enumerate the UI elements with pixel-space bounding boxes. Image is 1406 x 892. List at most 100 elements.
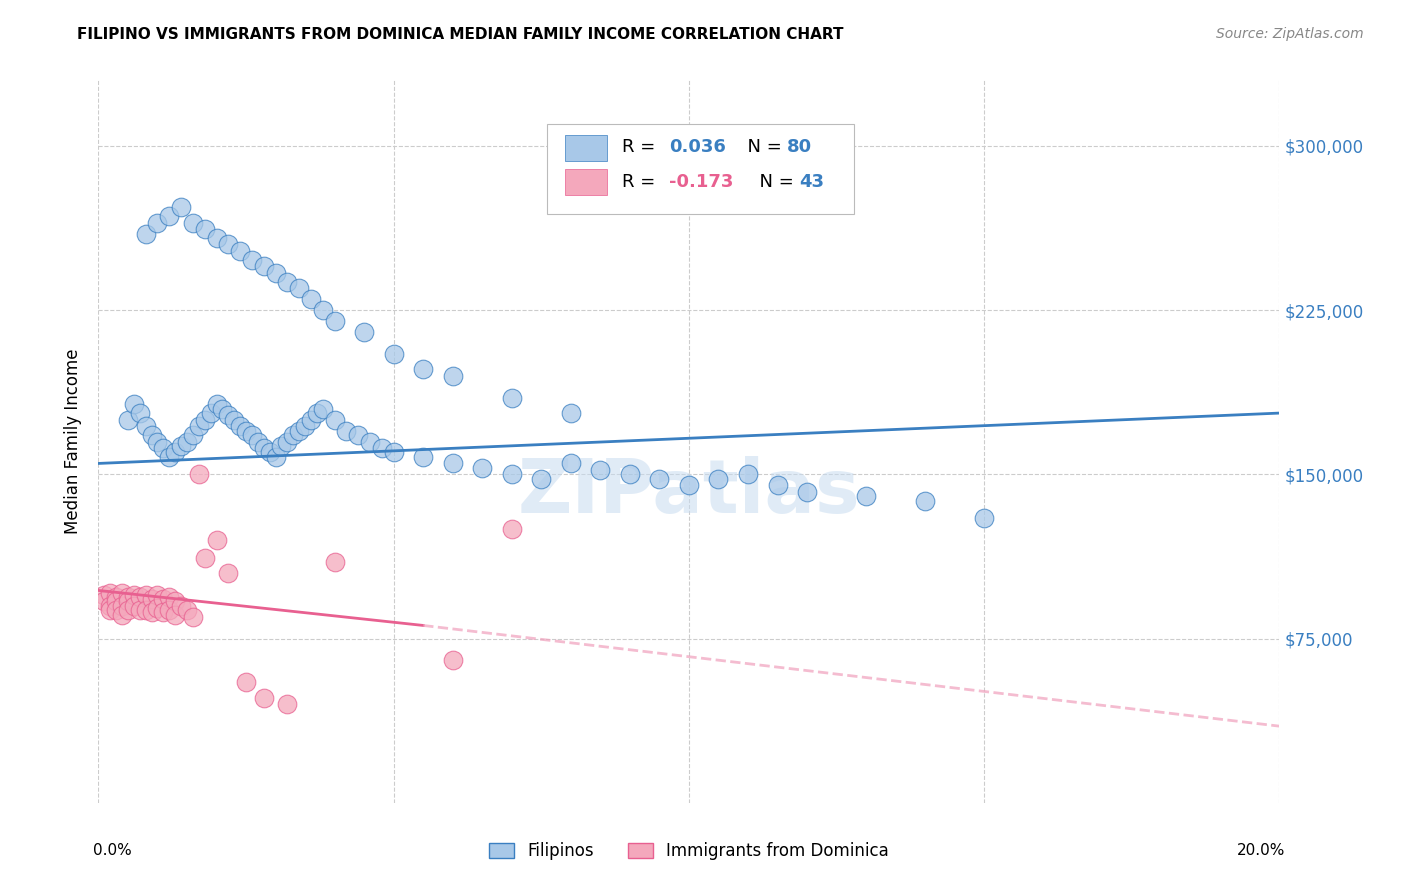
Point xyxy=(122,599,145,613)
Point xyxy=(217,237,239,252)
Point xyxy=(471,460,494,475)
Text: R =: R = xyxy=(621,173,661,191)
Point xyxy=(146,588,169,602)
Point xyxy=(157,590,180,604)
Point xyxy=(105,594,128,608)
Point xyxy=(501,467,523,482)
Point xyxy=(678,478,700,492)
Point xyxy=(93,588,115,602)
Point xyxy=(229,244,252,258)
Legend: Filipinos, Immigrants from Dominica: Filipinos, Immigrants from Dominica xyxy=(482,836,896,867)
Point xyxy=(312,303,335,318)
Text: -0.173: -0.173 xyxy=(669,173,734,191)
Point xyxy=(299,412,322,426)
Point xyxy=(312,401,335,416)
Point xyxy=(128,590,150,604)
Point xyxy=(276,434,298,449)
Point xyxy=(181,609,204,624)
Point xyxy=(229,419,252,434)
Point xyxy=(353,325,375,339)
Text: 0.0%: 0.0% xyxy=(93,843,131,857)
Point xyxy=(205,231,228,245)
Point xyxy=(217,409,239,423)
Point xyxy=(194,550,217,565)
FancyBboxPatch shape xyxy=(565,136,607,161)
Point xyxy=(973,511,995,525)
Point xyxy=(170,599,193,613)
Point xyxy=(371,441,394,455)
Point xyxy=(117,603,139,617)
Point xyxy=(589,463,612,477)
Point xyxy=(181,216,204,230)
Point xyxy=(111,599,134,613)
Point xyxy=(152,605,174,619)
Point xyxy=(796,484,818,499)
Point xyxy=(347,428,370,442)
Point xyxy=(122,588,145,602)
Point xyxy=(276,698,298,712)
Point xyxy=(105,590,128,604)
Point xyxy=(117,412,139,426)
Point xyxy=(224,412,246,426)
Point xyxy=(855,489,877,503)
Point xyxy=(240,252,263,267)
Point xyxy=(170,200,193,214)
Point xyxy=(157,603,180,617)
Point xyxy=(146,216,169,230)
Point xyxy=(165,607,187,622)
Point xyxy=(93,594,115,608)
Point xyxy=(128,406,150,420)
Point xyxy=(253,690,276,705)
Text: FILIPINO VS IMMIGRANTS FROM DOMINICA MEDIAN FAMILY INCOME CORRELATION CHART: FILIPINO VS IMMIGRANTS FROM DOMINICA MED… xyxy=(77,27,844,42)
Point xyxy=(157,450,180,464)
Text: ZIPatlas: ZIPatlas xyxy=(517,456,860,529)
Point xyxy=(246,434,269,449)
Point xyxy=(165,594,187,608)
Point xyxy=(323,412,346,426)
Point xyxy=(382,347,405,361)
Text: Source: ZipAtlas.com: Source: ZipAtlas.com xyxy=(1216,27,1364,41)
Point xyxy=(253,441,276,455)
Point xyxy=(135,419,157,434)
Point xyxy=(187,467,209,482)
Point xyxy=(305,406,328,420)
Point xyxy=(205,397,228,411)
Point xyxy=(530,472,553,486)
Point xyxy=(737,467,759,482)
Point xyxy=(323,555,346,569)
Point xyxy=(382,445,405,459)
Point xyxy=(98,599,121,613)
Point xyxy=(111,585,134,599)
Point xyxy=(335,424,357,438)
Text: 20.0%: 20.0% xyxy=(1237,843,1285,857)
Point xyxy=(176,434,198,449)
Point xyxy=(264,450,287,464)
Point xyxy=(141,605,163,619)
Text: R =: R = xyxy=(621,138,661,156)
Point xyxy=(98,585,121,599)
Point xyxy=(240,428,263,442)
Point xyxy=(211,401,233,416)
Point xyxy=(412,450,434,464)
Text: 80: 80 xyxy=(787,138,813,156)
Point xyxy=(170,439,193,453)
Point xyxy=(105,603,128,617)
Point xyxy=(441,653,464,667)
Point xyxy=(294,419,316,434)
Point xyxy=(117,594,139,608)
Point xyxy=(766,478,789,492)
Point xyxy=(501,522,523,536)
Point xyxy=(276,275,298,289)
Point xyxy=(264,266,287,280)
Point xyxy=(135,603,157,617)
FancyBboxPatch shape xyxy=(565,169,607,195)
Point xyxy=(283,428,305,442)
Text: 43: 43 xyxy=(799,173,824,191)
Point xyxy=(176,603,198,617)
Point xyxy=(157,209,180,223)
Point xyxy=(648,472,671,486)
Text: N =: N = xyxy=(737,138,787,156)
Text: N =: N = xyxy=(748,173,800,191)
Point xyxy=(194,222,217,236)
Point xyxy=(235,424,257,438)
